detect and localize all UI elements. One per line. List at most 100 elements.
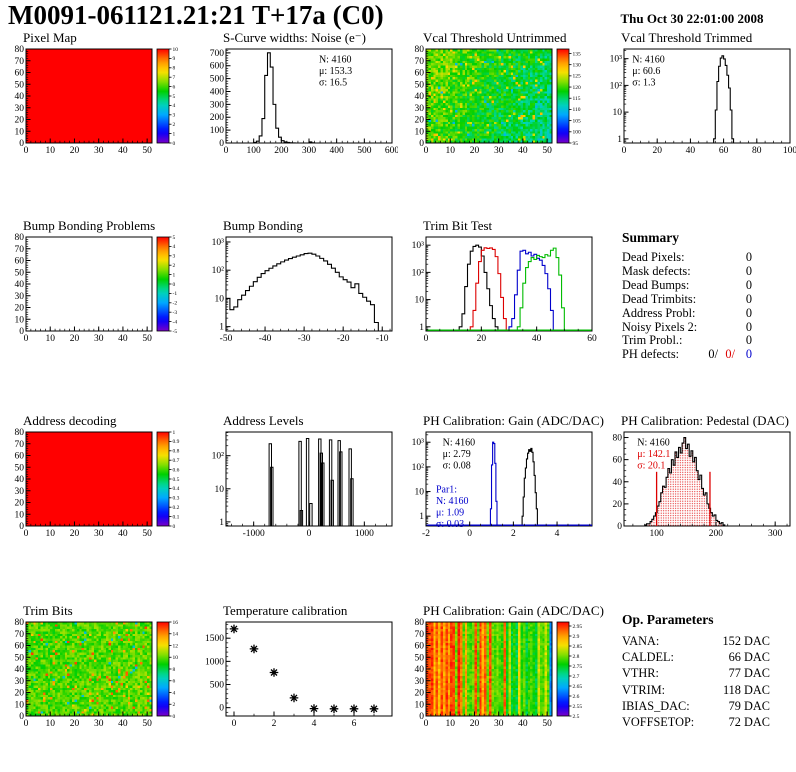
summary-rows: Dead Pixels: 0 Mask defects: 0 Dead Bumps: 0 D… xyxy=(622,250,752,362)
scurve-noise-canvas: 0 100 200 300 400 500 600 0 100 200 300 400 500 600 70… xyxy=(210,48,398,156)
svg-text:60: 60 xyxy=(415,69,425,79)
plot-ph-gain-map: PH Calibration: Gain (ADC/DAC) 0 10 20 30 40… xyxy=(402,603,604,735)
svg-text:20: 20 xyxy=(15,304,25,314)
svg-text:500: 500 xyxy=(357,146,372,156)
svg-text:10²: 10² xyxy=(212,266,225,276)
svg-text:μ: 153.3: μ: 153.3 xyxy=(319,66,352,77)
svg-text:N: 4160: N: 4160 xyxy=(637,438,670,449)
svg-text:50: 50 xyxy=(142,146,152,156)
svg-text:300: 300 xyxy=(768,529,783,539)
svg-text:40: 40 xyxy=(518,146,528,156)
svg-text:0: 0 xyxy=(24,334,29,344)
svg-text:10: 10 xyxy=(415,127,425,137)
svg-text:40: 40 xyxy=(415,92,425,102)
svg-text:80: 80 xyxy=(15,428,25,438)
param-row: Address Probl: 0 xyxy=(622,305,752,320)
svg-text:0.5: 0.5 xyxy=(173,477,180,483)
svg-text:10: 10 xyxy=(45,334,55,344)
svg-text:9: 9 xyxy=(173,56,176,62)
svg-text:60: 60 xyxy=(613,456,623,466)
svg-text:10: 10 xyxy=(15,315,25,325)
svg-text:40: 40 xyxy=(118,146,128,156)
plot-temperature-calibration: Temperature calibration 0 2 4 6 0 500 1000 1500 xyxy=(202,603,398,735)
svg-text:7: 7 xyxy=(173,75,176,81)
svg-text:-1000: -1000 xyxy=(243,529,265,539)
svg-text:20: 20 xyxy=(652,146,662,156)
svg-text:60: 60 xyxy=(15,69,25,79)
param-row: PH defects: 0/0/0 xyxy=(622,347,752,362)
svg-text:0.8: 0.8 xyxy=(173,449,180,455)
svg-text:125: 125 xyxy=(573,74,582,80)
plot-title: Bump Bonding xyxy=(223,218,303,233)
svg-text:20: 20 xyxy=(70,146,80,156)
svg-text:10³: 10³ xyxy=(412,438,425,448)
plot-pixel-map: Pixel Map 0 10 20 30 40 50 0 10 20 30 40 50 60 70 80 0 1… xyxy=(2,30,198,162)
svg-text:200: 200 xyxy=(210,113,225,123)
svg-text:4: 4 xyxy=(173,103,176,109)
timestamp: Thu Oct 30 22:01:00 2008 xyxy=(620,11,764,26)
svg-text:10: 10 xyxy=(173,47,179,53)
trim-bits-map-canvas: 0 10 20 30 40 5001020304050607080024681012141… xyxy=(15,618,179,729)
svg-text:0: 0 xyxy=(219,139,224,149)
svg-text:N: 4160: N: 4160 xyxy=(443,438,476,449)
page-title: M0091-061121.21:21 T+17a (C0) xyxy=(8,0,384,30)
svg-text:10: 10 xyxy=(613,108,623,118)
svg-text:20: 20 xyxy=(415,116,425,126)
svg-text:20: 20 xyxy=(470,146,480,156)
svg-text:115: 115 xyxy=(573,96,581,102)
param-row: VOFFSETOP: 72 DAC xyxy=(622,715,770,730)
plot-trim-bits-map: Trim Bits 0 10 20 30 40 50 0 10 20 30 40 50 60 70 80 0 2… xyxy=(2,603,198,735)
svg-text:30: 30 xyxy=(94,334,104,344)
svg-text:1: 1 xyxy=(219,518,224,528)
param-row: Mask defects: 0 xyxy=(622,263,752,278)
svg-text:N: 4160: N: 4160 xyxy=(319,55,352,66)
svg-text:-1: -1 xyxy=(173,291,178,297)
svg-text:-50: -50 xyxy=(220,334,233,344)
svg-text:400: 400 xyxy=(330,146,345,156)
svg-text:6: 6 xyxy=(173,84,176,90)
svg-text:100: 100 xyxy=(573,130,582,136)
svg-text:70: 70 xyxy=(15,245,25,255)
trim-bit-test-canvas: 0 20 40 60 1 10 10² 10³ xyxy=(412,236,597,344)
svg-text:0.4: 0.4 xyxy=(173,486,180,492)
plot-title: PH Calibration: Gain (ADC/DAC) xyxy=(423,413,604,428)
plot-address-decoding: Address decoding 0 10 20 30 40 50 0 10 20 30 40 50 6… xyxy=(2,413,198,545)
svg-text:0: 0 xyxy=(24,146,29,156)
svg-text:70: 70 xyxy=(15,440,25,450)
svg-text:30: 30 xyxy=(15,487,25,497)
svg-text:0: 0 xyxy=(424,334,429,344)
plot-title: Trim Bit Test xyxy=(423,218,493,233)
svg-text:40: 40 xyxy=(118,334,128,344)
svg-text:1: 1 xyxy=(173,131,176,137)
svg-text:5: 5 xyxy=(173,235,176,241)
svg-text:1000: 1000 xyxy=(355,529,374,539)
svg-text:40: 40 xyxy=(118,529,128,539)
svg-text:100: 100 xyxy=(210,126,225,136)
svg-text:600: 600 xyxy=(210,62,225,72)
svg-text:60: 60 xyxy=(587,334,597,344)
plot-title: Vcal Threshold Untrimmed xyxy=(423,30,567,45)
svg-text:300: 300 xyxy=(210,100,225,110)
svg-text:0: 0 xyxy=(173,282,176,288)
address-levels-canvas: -1000 0 1000 1 10 10² xyxy=(212,431,393,539)
svg-text:0: 0 xyxy=(419,139,424,149)
svg-text:σ: 16.5: σ: 16.5 xyxy=(319,78,347,89)
svg-text:80: 80 xyxy=(752,146,762,156)
summary-panel: Summary Dead Pixels: 0 Mask defects: 0 Dead … xyxy=(602,230,796,362)
svg-text:-2: -2 xyxy=(422,529,430,539)
svg-text:30: 30 xyxy=(494,146,504,156)
plot-trim-bit-test: Trim Bit Test 0 20 40 60 1 10 10² 10³ xyxy=(402,218,598,350)
plot-title: PH Calibration: Pedestal (DAC) xyxy=(621,413,789,428)
svg-text:0.7: 0.7 xyxy=(173,458,180,464)
svg-text:2: 2 xyxy=(173,122,176,128)
svg-text:0.2: 0.2 xyxy=(173,505,180,511)
svg-text:400: 400 xyxy=(210,87,225,97)
svg-text:10²: 10² xyxy=(610,81,623,91)
svg-text:0.6: 0.6 xyxy=(173,467,180,473)
svg-text:30: 30 xyxy=(94,146,104,156)
plot-bump-bonding: Bump Bonding -50 -40 -30 -20 -10 1 10 10² 10³ xyxy=(202,218,398,350)
svg-text:10: 10 xyxy=(15,127,25,137)
